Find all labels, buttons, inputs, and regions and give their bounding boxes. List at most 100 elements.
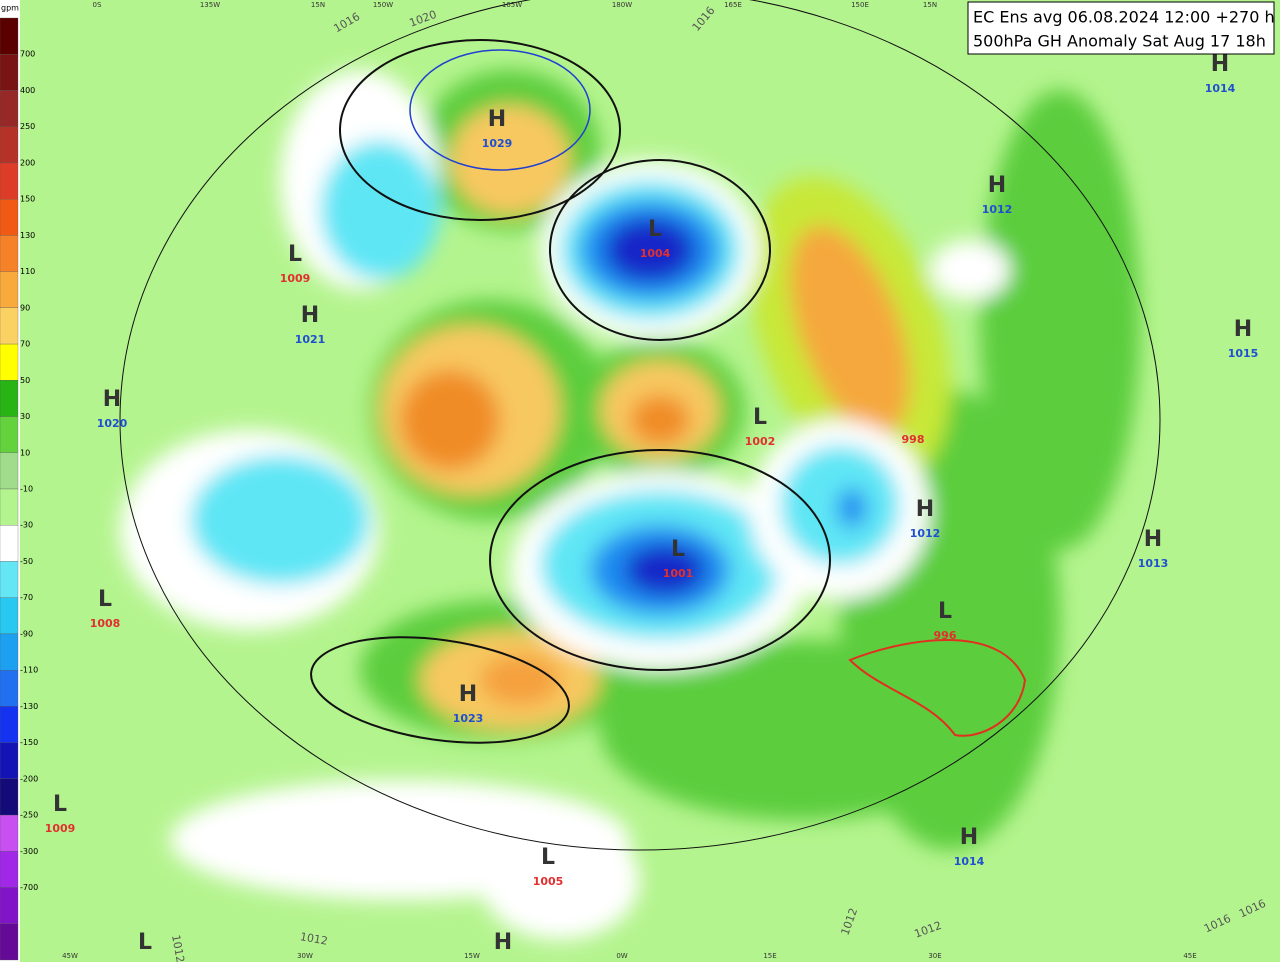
center-pressure: 1015 <box>1228 347 1259 360</box>
legend-swatch <box>0 343 19 381</box>
anomaly-contour <box>848 639 1027 737</box>
legend-swatch <box>0 235 19 272</box>
center-pressure: 1012 <box>982 203 1013 216</box>
center-letter: H <box>1211 52 1229 77</box>
legend-swatch <box>0 814 19 852</box>
center-pressure: 1004 <box>640 247 671 260</box>
legend-swatch <box>0 706 19 743</box>
longitude-label: 0W <box>616 952 627 960</box>
center-letter: H <box>301 303 319 328</box>
legend-label: 10 <box>20 448 30 457</box>
legend-swatch <box>0 633 19 671</box>
legend-swatch <box>0 90 19 127</box>
legend-unit: gpm <box>1 4 19 13</box>
center-pressure: 1009 <box>45 822 76 835</box>
isobar-label: 1012 <box>169 934 187 962</box>
legend-label: -50 <box>20 557 33 566</box>
isobar-label: 1012 <box>299 930 329 948</box>
legend-label: -130 <box>20 702 38 711</box>
legend-label: 70 <box>20 340 30 349</box>
center-pressure: 996 <box>934 629 957 642</box>
center-letter: L <box>938 599 952 624</box>
legend: gpm 700 400 250 200 150 130 110 90 70 50 30 10 -10 -3… <box>0 0 38 962</box>
center-letter: L <box>53 792 67 817</box>
center-pressure: 998 <box>902 433 925 446</box>
center-letter: L <box>288 242 302 267</box>
longitude-label: 0S <box>93 1 102 9</box>
legend-label: 50 <box>20 376 30 385</box>
longitude-label: 45E <box>1183 952 1196 960</box>
legend-swatch <box>0 488 19 526</box>
longitude-label: 165E <box>724 1 742 9</box>
legend-swatch <box>0 271 19 308</box>
center-pressure: 1002 <box>745 435 776 448</box>
longitude-label: 15N <box>923 1 937 9</box>
legend-swatch <box>0 126 19 164</box>
title-box <box>967 1 1275 55</box>
longitude-label: 45W <box>62 952 78 960</box>
center-pressure: 1014 <box>954 855 985 868</box>
center-letter: L <box>98 587 112 612</box>
legend-label: 250 <box>20 122 35 131</box>
center-pressure: 1023 <box>453 712 484 725</box>
legend-swatch <box>0 307 19 345</box>
center-letter: L <box>753 405 767 430</box>
longitude-label: 150W <box>373 1 393 9</box>
legend-label: -30 <box>20 521 33 530</box>
legend-swatch <box>0 851 19 888</box>
isobar-contour <box>409 49 591 171</box>
longitude-label: 15N <box>311 1 325 9</box>
center-pressure: 1012 <box>910 527 941 540</box>
legend-swatch <box>0 416 19 453</box>
legend-swatch <box>0 380 19 417</box>
legend-swatch <box>0 778 19 816</box>
pressure-centers: H 1029 L 1004 L 1009 H 1021 H 1020 L 1002 H 1014 H 1012… <box>45 52 1259 955</box>
center-letter: L <box>671 537 685 562</box>
legend-scale: 700 400 250 200 150 130 110 90 70 50 30 10 -10 -30 -50… <box>0 17 38 961</box>
legend-label: -110 <box>20 666 38 675</box>
legend-swatch <box>0 887 19 924</box>
legend-label: -700 <box>20 883 38 892</box>
longitude-labels: 0S 135W 15N 150W 165W 180W 165E 150E 15N 45W 30W 15… <box>62 1 1197 960</box>
center-pressure: 1013 <box>1138 557 1169 570</box>
longitude-label: 165W <box>502 1 522 9</box>
legend-swatch <box>0 525 19 562</box>
legend-label: -250 <box>20 811 38 820</box>
center-letter: H <box>988 173 1006 198</box>
center-letter: L <box>541 845 555 870</box>
legend-label: -200 <box>20 774 38 783</box>
isobars <box>119 0 1161 851</box>
legend-label: 30 <box>20 412 30 421</box>
legend-label: -150 <box>20 738 38 747</box>
legend-swatch <box>0 597 19 635</box>
longitude-label: 30E <box>928 952 941 960</box>
longitude-label: 15E <box>763 952 776 960</box>
legend-label: 700 <box>20 50 35 59</box>
title-line2: 500hPa GH Anomaly Sat Aug 17 18h <box>973 32 1266 51</box>
center-pressure: 1014 <box>1205 82 1236 95</box>
center-pressure: 1009 <box>280 272 311 285</box>
legend-label: 90 <box>20 303 30 312</box>
center-letter: H <box>103 387 121 412</box>
center-pressure: 1001 <box>663 567 694 580</box>
longitude-label: 180W <box>612 1 632 9</box>
longitude-label: 150E <box>851 1 869 9</box>
legend-swatch <box>0 17 19 55</box>
longitude-label: 15W <box>464 952 480 960</box>
legend-label: 130 <box>20 231 35 240</box>
legend-label: -70 <box>20 593 33 602</box>
title-line1: EC Ens avg 06.08.2024 12:00 +270 h <box>973 8 1275 27</box>
center-letter: L <box>138 930 152 955</box>
legend-label: 200 <box>20 158 35 167</box>
legend-swatch <box>0 199 19 236</box>
center-letter: H <box>459 682 477 707</box>
legend-label: -300 <box>20 847 38 856</box>
legend-swatch <box>0 452 19 490</box>
center-pressure: 1020 <box>97 417 128 430</box>
center-letter: L <box>648 217 662 242</box>
legend-label: -90 <box>20 629 33 638</box>
center-pressure: 1029 <box>482 137 513 150</box>
center-letter: H <box>494 930 512 955</box>
center-pressure: 1005 <box>533 875 564 888</box>
